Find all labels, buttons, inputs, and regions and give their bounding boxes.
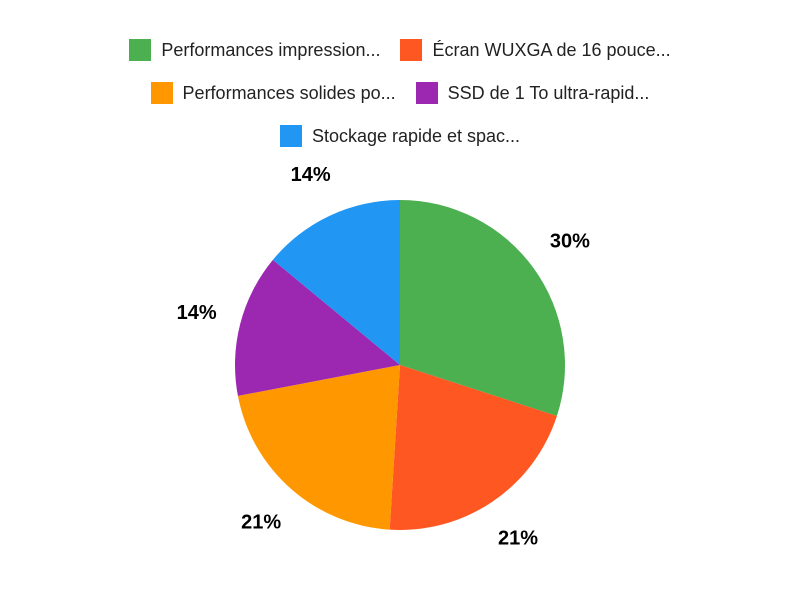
- legend-swatch-icon: [150, 82, 173, 104]
- legend-label: SSD de 1 To ultra-rapid...: [447, 82, 650, 103]
- legend-item-3: SSD de 1 To ultra-rapid...: [415, 82, 650, 104]
- legend-row: Stockage rapide et spac...: [279, 125, 521, 147]
- slice-percent-label: 14%: [177, 302, 217, 324]
- pie-slice-2[interactable]: [237, 365, 400, 530]
- legend-swatch-icon: [400, 39, 423, 61]
- legend-swatch-icon: [129, 39, 152, 61]
- legend-item-4: Stockage rapide et spac...: [279, 125, 521, 147]
- legend-item-0: Performances impression...: [129, 39, 380, 61]
- pie-slice-0[interactable]: [400, 200, 565, 416]
- pie-slice-4[interactable]: [272, 200, 400, 365]
- legend-row: Performances solides po... SSD de 1 To ul…: [150, 82, 650, 104]
- slice-percent-label: 30%: [550, 231, 590, 253]
- legend-item-1: Écran WUXGA de 16 pouce...: [400, 39, 671, 61]
- legend-label: Stockage rapide et spac...: [311, 125, 521, 146]
- slice-percent-label: 14%: [291, 164, 331, 186]
- legend-label: Performances impression...: [161, 39, 381, 60]
- legend-item-2: Performances solides po...: [150, 82, 396, 104]
- legend-swatch-icon: [415, 82, 438, 104]
- legend-label: Performances solides po...: [182, 82, 396, 103]
- slice-percent-label: 21%: [241, 512, 281, 534]
- legend-row: Performances impression... Écran WUXGA de…: [129, 39, 671, 61]
- pie-slice-1[interactable]: [389, 365, 557, 530]
- legend-label: Écran WUXGA de 16 pouce...: [432, 39, 671, 60]
- legend-swatch-icon: [279, 125, 302, 147]
- slice-percent-label: 21%: [498, 528, 538, 550]
- chart-legend: Performances impression... Écran WUXGA de…: [0, 39, 800, 147]
- pie-slice-3[interactable]: [234, 259, 400, 396]
